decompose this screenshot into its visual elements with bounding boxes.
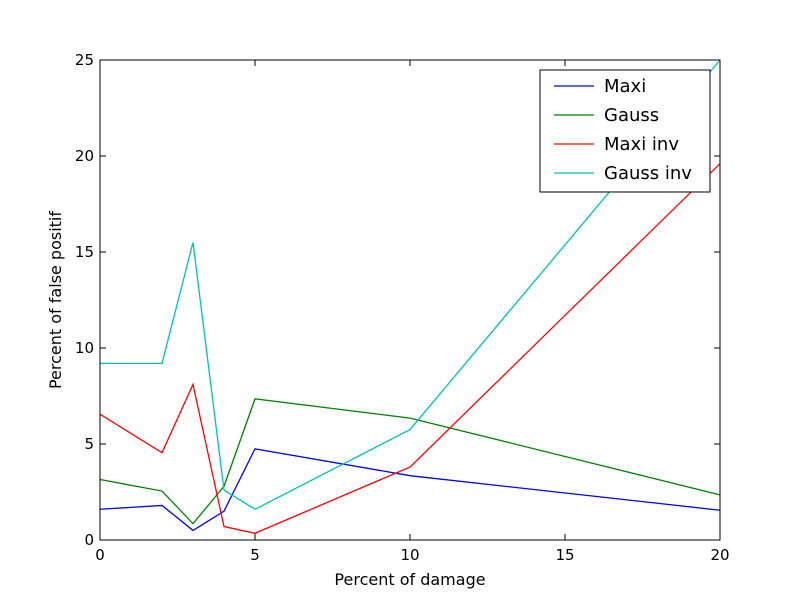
series-line-4 — [100, 59, 721, 511]
x-tick-label: 5 — [250, 546, 260, 564]
x-tick-label: 20 — [710, 546, 729, 564]
y-tick-label: 10 — [75, 339, 94, 357]
ticks-layer: 0 5 10 15 20 0 5 10 15 20 25 — [75, 51, 730, 564]
series-line-3 — [99, 163, 721, 534]
series-line-1 — [99, 448, 721, 532]
x-tick-label: 10 — [400, 546, 419, 564]
x-tick-label: 0 — [95, 546, 105, 564]
legend-label-3: Maxi inv — [604, 134, 679, 155]
x-axis-label: Percent of damage — [334, 570, 485, 589]
legend: Maxi Gauss Maxi inv Gauss inv — [539, 69, 711, 193]
series-layer — [99, 59, 721, 534]
y-tick-label: 0 — [84, 531, 94, 549]
y-tick-label: 25 — [75, 51, 94, 69]
series-line-2 — [99, 398, 721, 525]
legend-label-1: Maxi — [604, 76, 646, 97]
x-tick-label: 15 — [555, 546, 574, 564]
y-axis-label: Percent of false positif — [46, 211, 65, 389]
legend-box — [539, 69, 711, 193]
legend-label-2: Gauss — [604, 105, 659, 126]
y-tick-label: 5 — [84, 435, 94, 453]
legend-label-4: Gauss inv — [604, 163, 692, 184]
y-tick-label: 15 — [75, 243, 94, 261]
y-tick-label: 20 — [75, 147, 94, 165]
